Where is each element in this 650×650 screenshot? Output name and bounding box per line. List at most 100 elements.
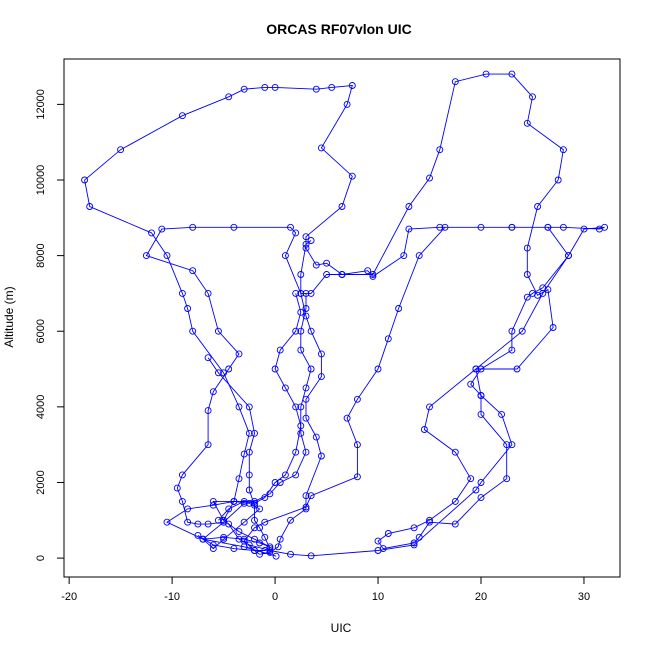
data-point <box>235 350 243 358</box>
data-point <box>251 501 258 509</box>
data-point <box>297 422 305 430</box>
data-point <box>276 535 284 543</box>
x-tick-label: 0 <box>272 591 278 603</box>
data-point <box>312 433 320 441</box>
data-point <box>281 471 289 479</box>
data-point <box>328 83 336 91</box>
data-point <box>395 305 403 312</box>
data-point <box>230 545 238 553</box>
data-point <box>142 252 150 260</box>
data-point <box>302 414 310 422</box>
data-point <box>317 373 325 381</box>
data-point <box>214 369 222 377</box>
data-point <box>163 252 171 260</box>
data-point <box>297 289 305 297</box>
data-point <box>194 531 202 539</box>
data-point <box>214 516 222 524</box>
data-point <box>317 350 325 358</box>
data-point <box>503 475 511 483</box>
plot-frame <box>63 58 621 578</box>
y-tick-label: 4000 <box>35 395 47 419</box>
data-point <box>534 203 542 210</box>
data-point <box>240 537 248 545</box>
data-point <box>225 93 233 101</box>
series-line <box>197 357 271 551</box>
data-point <box>426 518 433 526</box>
data-point <box>451 520 459 528</box>
data-point <box>523 244 531 252</box>
data-point <box>513 365 521 373</box>
plot-marks <box>81 70 609 560</box>
data-point <box>374 537 382 545</box>
data-point <box>184 518 192 526</box>
data-point <box>467 475 475 483</box>
data-point <box>374 365 382 373</box>
data-point <box>544 223 552 231</box>
data-point <box>81 176 89 184</box>
data-point <box>405 225 413 233</box>
data-point <box>256 505 264 513</box>
data-point <box>266 543 274 551</box>
data-point <box>426 403 433 411</box>
x-tick-label: 20 <box>475 591 487 603</box>
data-point <box>287 550 294 558</box>
data-point <box>482 70 490 78</box>
data-point <box>312 261 320 269</box>
data-point <box>281 252 289 260</box>
data-point <box>338 203 346 210</box>
data-point <box>436 146 444 154</box>
data-point <box>256 550 264 558</box>
data-point <box>451 497 459 505</box>
data-point <box>441 223 449 231</box>
data-point <box>199 535 207 543</box>
data-point <box>338 271 346 278</box>
data-point <box>245 403 253 411</box>
y-tick-label: 12000 <box>35 89 47 120</box>
series-4 <box>194 354 274 554</box>
data-point <box>384 530 392 537</box>
data-point <box>292 448 300 456</box>
data-point <box>117 146 125 154</box>
data-point <box>348 82 356 89</box>
data-point <box>343 100 351 108</box>
data-point <box>220 535 228 543</box>
data-point <box>266 547 274 554</box>
data-point <box>523 119 531 127</box>
data-point <box>189 327 197 335</box>
data-point <box>271 479 279 486</box>
data-point <box>261 518 269 526</box>
data-point <box>307 552 315 560</box>
data-point <box>235 528 243 536</box>
data-point <box>374 547 382 554</box>
data-point <box>503 441 511 449</box>
data-point <box>508 223 516 231</box>
data-point <box>245 471 253 479</box>
y-tick-label: 10000 <box>35 165 47 196</box>
data-point <box>472 486 480 494</box>
series-1 <box>81 70 609 560</box>
data-point <box>148 229 155 237</box>
chart-title: ORCAS RF07vlon UIC <box>266 21 411 37</box>
data-point <box>601 223 609 231</box>
data-point <box>297 403 305 411</box>
data-point <box>508 441 516 449</box>
data-point <box>184 505 192 513</box>
data-point <box>245 486 253 494</box>
data-point <box>353 473 361 481</box>
data-point <box>353 395 361 403</box>
data-point <box>410 524 418 532</box>
data-point <box>426 174 433 182</box>
data-point <box>297 346 305 354</box>
data-point <box>204 520 212 528</box>
data-point <box>209 545 217 553</box>
data-point <box>477 392 485 399</box>
data-point <box>240 535 248 543</box>
data-point <box>317 452 325 460</box>
data-point <box>302 492 310 500</box>
data-point <box>256 524 264 532</box>
series-line <box>202 293 312 548</box>
data-point <box>312 85 320 93</box>
data-point <box>178 497 186 505</box>
data-point <box>297 327 305 335</box>
